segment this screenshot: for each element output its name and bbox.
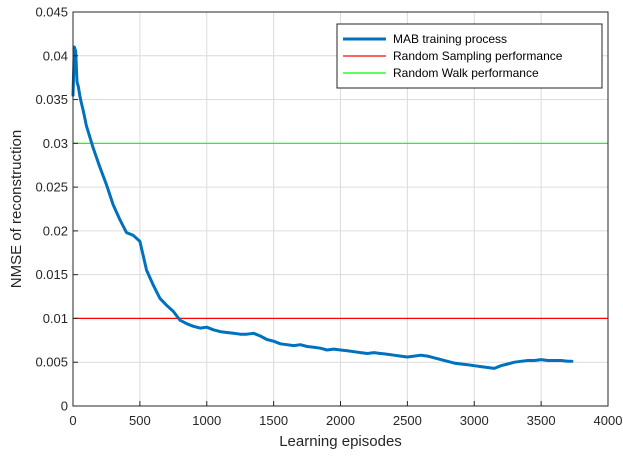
series-line-1 (71, 45, 574, 370)
y-axis-label: NMSE of reconstruction (8, 130, 25, 288)
x-tick-label: 4000 (594, 413, 623, 428)
x-tick-label: 500 (129, 413, 151, 428)
x-tick-label: 3000 (460, 413, 489, 428)
y-tick-labels: 0 0.005 0.01 0.015 0.02 0.025 0.03 0.035 0.04 0.0… (35, 5, 68, 414)
y-tick-label: 0.025 (35, 180, 68, 195)
x-tick-label: 3500 (527, 413, 556, 428)
legend-label-2: Random Sampling performance (393, 49, 563, 63)
y-tick-label: 0.045 (35, 5, 68, 20)
x-tick-label: 1000 (192, 413, 221, 428)
y-tick-label: 0.01 (43, 311, 68, 326)
series-layer (71, 45, 609, 370)
y-tick-label: 0.02 (43, 223, 68, 238)
legend-label-1: MAB training process (393, 32, 507, 46)
x-tick-label: 2000 (326, 413, 355, 428)
x-tick-labels: 0 500 1000 1500 2000 2500 3000 3500 4000 (69, 413, 622, 428)
y-tick-label: 0 (61, 399, 68, 414)
y-tick-label: 0.015 (35, 267, 68, 282)
x-tick-label: 0 (69, 413, 76, 428)
axis-ticks (72, 11, 609, 407)
x-tick-label: 2500 (393, 413, 422, 428)
x-axis-label: Learning episodes (279, 433, 402, 450)
x-tick-label: 1500 (259, 413, 288, 428)
legend-label-3: Random Walk performance (393, 66, 539, 80)
y-tick-label: 0.035 (35, 92, 68, 107)
y-tick-label: 0.04 (43, 48, 68, 63)
y-tick-label: 0.03 (43, 136, 68, 151)
legend-items: MAB training process Random Sampling perf… (343, 32, 563, 80)
y-tick-label: 0.005 (35, 355, 68, 370)
legend: MAB training process Random Sampling perf… (336, 23, 603, 89)
